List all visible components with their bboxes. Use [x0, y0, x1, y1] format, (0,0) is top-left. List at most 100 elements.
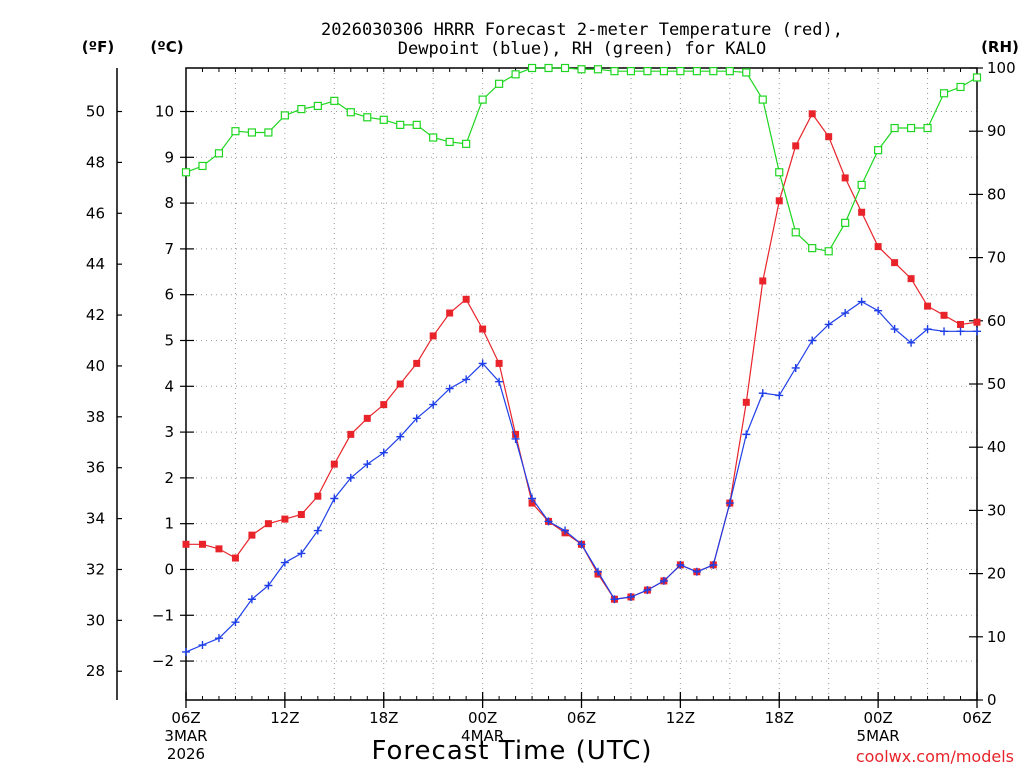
temperature-point: [792, 142, 800, 150]
rh-point: [577, 65, 586, 74]
dewpoint-point: [709, 560, 718, 569]
dewpoint-point: [692, 567, 701, 576]
rh-point: [923, 123, 932, 133]
dewpoint-point: [429, 400, 438, 409]
dewpoint-point: [346, 473, 355, 482]
rh-point: [396, 120, 405, 129]
temperature-point: [314, 492, 322, 500]
rh-point: [775, 168, 784, 177]
rh-point: [462, 139, 471, 148]
temperature-point: [775, 197, 783, 205]
dewpoint-point: [725, 499, 734, 508]
x-axis-label: Forecast Time (UTC): [371, 736, 652, 766]
rh-point: [231, 127, 240, 136]
rh-point: [841, 218, 850, 227]
dewpoint-point: [198, 641, 207, 650]
rh-point: [725, 67, 734, 76]
temperature-point: [330, 460, 338, 468]
x-tick-label: 18Z: [369, 709, 398, 727]
rh-tick-label: 20: [987, 565, 1006, 583]
dewpoint-point: [363, 460, 372, 469]
dewpoint-point: [561, 526, 570, 535]
dewpoint-point: [528, 494, 537, 503]
temperature-point: [957, 320, 965, 328]
dewpoint-point: [412, 414, 421, 423]
fahrenheit-tick-label: 38: [86, 408, 105, 426]
celsius-tick-label: 6: [164, 286, 174, 304]
rh-point: [593, 65, 603, 74]
rh-tick-label: 0: [987, 691, 997, 709]
rh-tick-label: 80: [987, 185, 1006, 203]
x-tick-date-label: 3MAR: [164, 727, 207, 745]
dewpoint-point: [231, 618, 240, 627]
rh-tick-label: 100: [987, 59, 1016, 77]
rh-point: [247, 128, 257, 137]
fahrenheit-tick-label: 40: [86, 357, 105, 375]
rh-point: [181, 168, 191, 177]
dewpoint-point: [379, 448, 388, 457]
fahrenheit-tick-label: 42: [86, 306, 105, 324]
temperature-point: [446, 309, 454, 317]
dewpoint-point: [973, 327, 981, 336]
temperature-point: [528, 499, 536, 507]
celsius-tick-label: 2: [164, 469, 174, 487]
rh-unit-label: (RH): [981, 38, 1019, 56]
temperature-point: [512, 430, 520, 438]
dewpoint-point: [857, 297, 866, 306]
rh-point: [478, 95, 487, 104]
celsius-tick-label: 8: [164, 194, 174, 212]
dewpoint-point: [874, 306, 883, 315]
temperature-point: [462, 295, 470, 303]
temperature-point: [907, 275, 915, 283]
chart-title-line1: 2026030306 HRRR Forecast 2-meter Tempera…: [321, 20, 843, 40]
dewpoint-point: [626, 592, 635, 601]
fahrenheit-tick-label: 36: [86, 459, 105, 477]
x-tick-label: 18Z: [765, 709, 794, 727]
celsius-unit-label: (ºC): [150, 38, 183, 56]
x-tick-label: 00Z: [863, 709, 892, 727]
rh-point: [495, 79, 504, 88]
dewpoint-point: [462, 375, 471, 384]
dewpoint-point: [775, 391, 784, 400]
dewpoint-point: [659, 576, 668, 585]
dewpoint-point: [940, 327, 949, 336]
temperature-point: [495, 359, 503, 367]
rh-point: [363, 113, 372, 122]
dewpoint-point: [214, 634, 223, 643]
dewpoint-point: [758, 389, 767, 398]
dewpoint-point: [808, 336, 817, 345]
rh-point: [906, 123, 916, 133]
temperature-point: [363, 414, 371, 422]
celsius-tick-label: 4: [164, 377, 174, 395]
rh-point: [527, 63, 537, 73]
rh-point: [742, 68, 751, 77]
rh-tick-label: 40: [987, 438, 1006, 456]
rh-point: [626, 67, 636, 76]
temperature-point: [973, 318, 981, 326]
celsius-tick-label: −1: [152, 606, 174, 624]
rh-tick-label: 50: [987, 375, 1006, 393]
rh-point: [445, 137, 454, 147]
temperature-point: [759, 277, 767, 285]
celsius-tick-label: 5: [164, 331, 174, 349]
dewpoint-point: [313, 526, 322, 535]
rh-point: [972, 73, 982, 82]
rh-point: [956, 82, 965, 92]
dewpoint-point: [956, 327, 965, 336]
celsius-tick-label: −2: [152, 652, 174, 670]
rh-point: [874, 146, 883, 155]
rh-tick-label: 90: [987, 122, 1006, 140]
x-tick-label: 06Z: [171, 709, 200, 727]
rh-point: [346, 108, 355, 117]
fahrenheit-tick-label: 46: [86, 204, 105, 222]
dewpoint-point: [396, 432, 405, 441]
rh-tick-label: 30: [987, 501, 1006, 519]
temperature-point: [429, 332, 437, 340]
temperature-point: [231, 554, 239, 562]
x-tick-label: 06Z: [962, 709, 991, 727]
temperature-point: [182, 540, 190, 548]
dewpoint-point: [577, 540, 586, 549]
tick-labels: −2−1012345678910283032343638404244464850…: [86, 59, 1016, 763]
dewpoint-point: [297, 549, 306, 558]
